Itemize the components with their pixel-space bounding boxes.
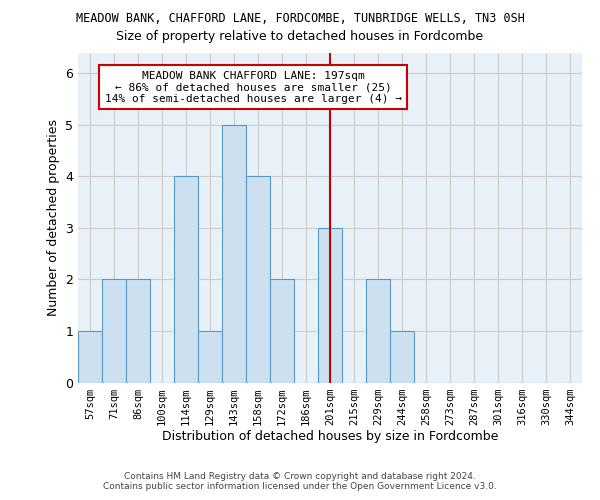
Text: Size of property relative to detached houses in Fordcombe: Size of property relative to detached ho… (116, 30, 484, 43)
Bar (198, 331, 222, 382)
Bar (102, 280, 126, 382)
Text: Contains HM Land Registry data © Crown copyright and database right 2024.
Contai: Contains HM Land Registry data © Crown c… (103, 472, 497, 491)
Text: MEADOW BANK CHAFFORD LANE: 197sqm
← 86% of detached houses are smaller (25)
14% : MEADOW BANK CHAFFORD LANE: 197sqm ← 86% … (104, 70, 402, 104)
Bar (222, 124, 246, 382)
Bar (78, 331, 102, 382)
Bar (126, 280, 150, 382)
Bar (366, 280, 390, 382)
Text: MEADOW BANK, CHAFFORD LANE, FORDCOMBE, TUNBRIDGE WELLS, TN3 0SH: MEADOW BANK, CHAFFORD LANE, FORDCOMBE, T… (76, 12, 524, 26)
Bar (318, 228, 342, 382)
Bar (174, 176, 198, 382)
Bar (270, 280, 294, 382)
Bar (246, 176, 270, 382)
Bar (390, 331, 414, 382)
Y-axis label: Number of detached properties: Number of detached properties (47, 119, 59, 316)
X-axis label: Distribution of detached houses by size in Fordcombe: Distribution of detached houses by size … (162, 430, 498, 444)
